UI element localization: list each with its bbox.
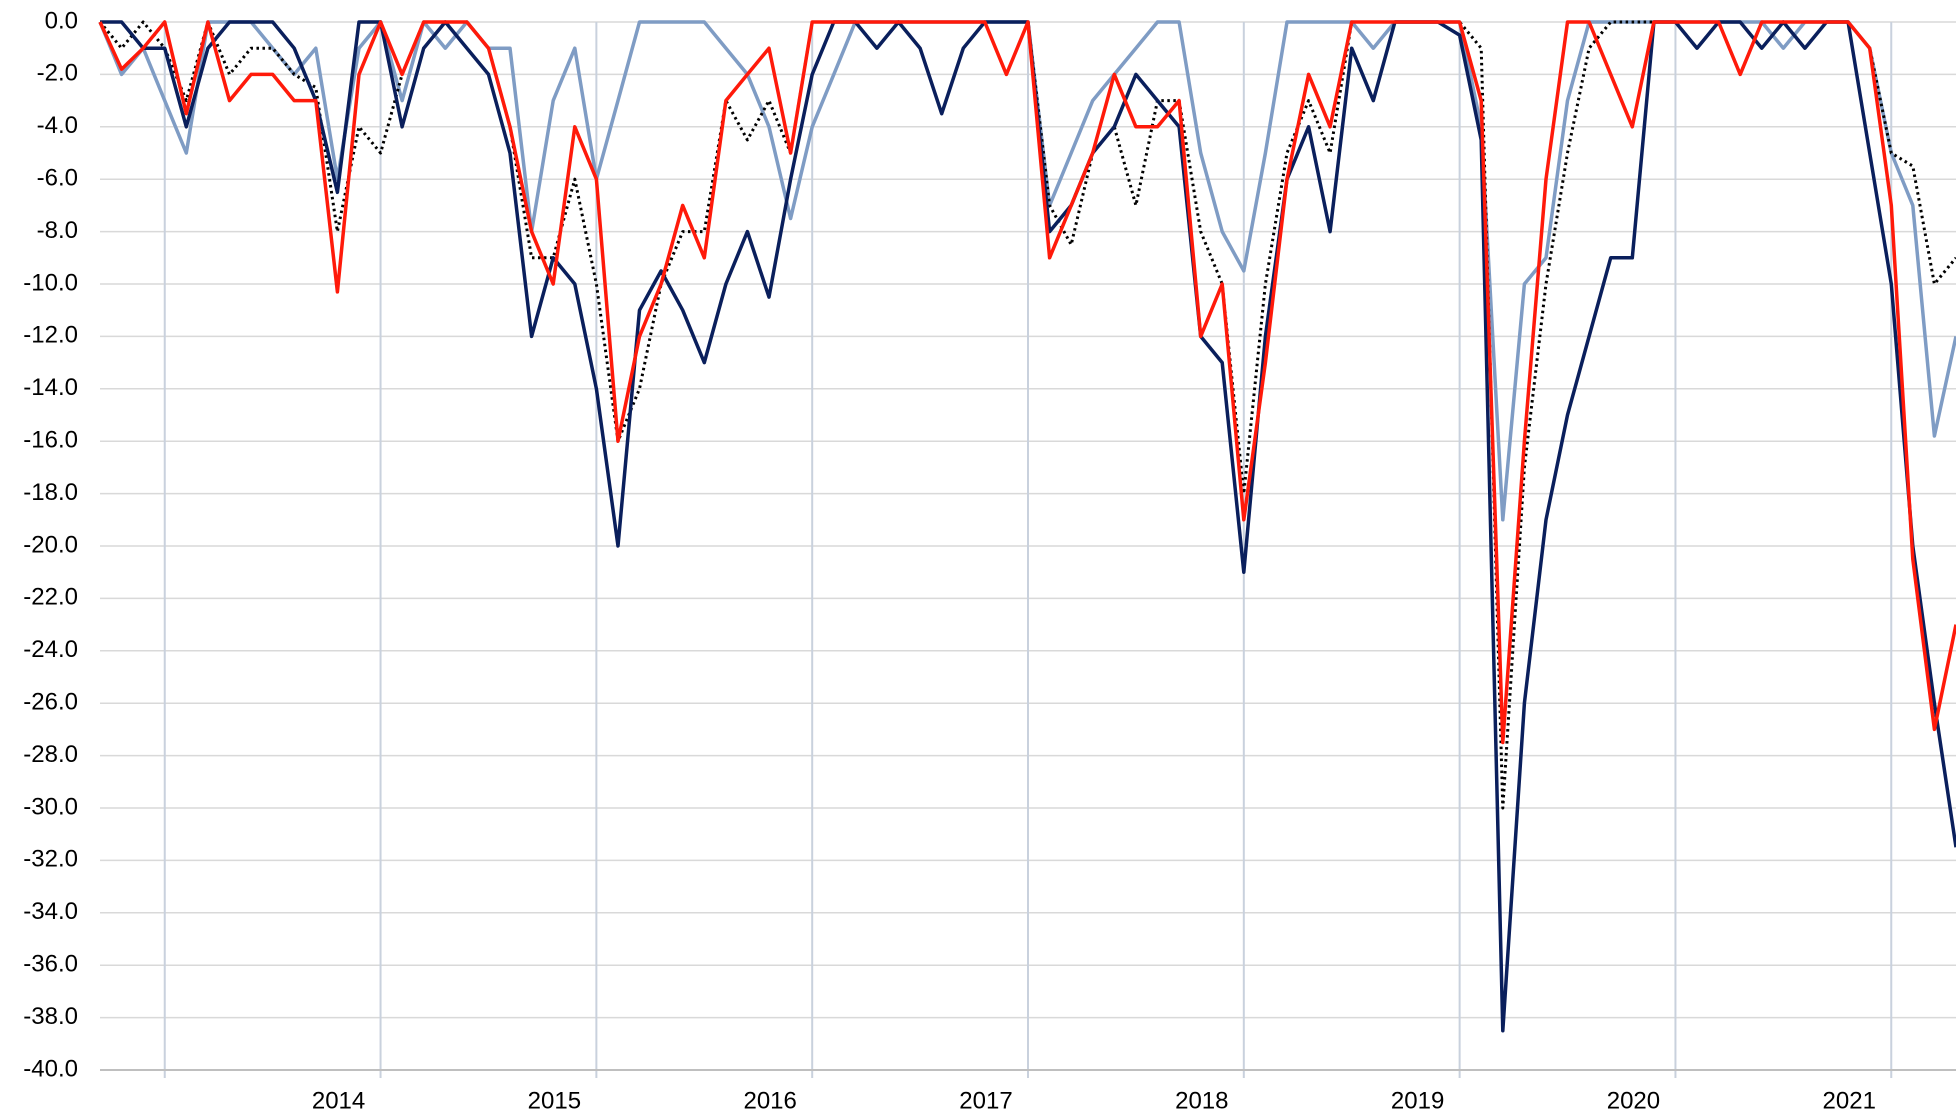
- series-line: [98, 20, 1956, 745]
- y-tick-label: -6.0: [37, 165, 78, 192]
- y-tick-label: -2.0: [37, 60, 78, 87]
- grid: [100, 21, 1956, 1078]
- y-tick-label: -38.0: [23, 1003, 78, 1030]
- y-tick-label: -18.0: [23, 479, 78, 506]
- x-tick-label: 2014: [312, 1087, 365, 1114]
- x-tick-label: 2020: [1607, 1087, 1660, 1114]
- x-tick-label: 2021: [1823, 1087, 1876, 1114]
- x-tick-label: 2017: [959, 1087, 1012, 1114]
- y-tick-label: -22.0: [23, 584, 78, 611]
- labels: 0.0 -2.0 -4.0 -6.0 -8.0 -10.0 -12.0 -14.0 -16.0 -…: [23, 7, 1876, 1114]
- y-tick-label: -16.0: [23, 427, 78, 454]
- x-tick-label: 2019: [1391, 1087, 1444, 1114]
- y-tick-label: -28.0: [23, 741, 78, 768]
- x-tick-label: 2018: [1175, 1087, 1228, 1114]
- y-tick-label: -26.0: [23, 689, 78, 716]
- y-tick-label: -4.0: [37, 112, 78, 139]
- y-tick-label: -14.0: [23, 374, 78, 401]
- x-tick-label: 2015: [528, 1087, 581, 1114]
- y-tick-label: -36.0: [23, 951, 78, 978]
- y-tick-label: -34.0: [23, 898, 78, 925]
- lines: [98, 20, 1956, 1033]
- y-tick-label: -8.0: [37, 217, 78, 244]
- y-tick-label: -20.0: [23, 531, 78, 558]
- y-tick-label: -10.0: [23, 269, 78, 296]
- y-tick-label: -30.0: [23, 793, 78, 820]
- x-tick-label: 2016: [743, 1087, 796, 1114]
- y-tick-label: -32.0: [23, 846, 78, 873]
- y-tick-label: 0.0: [45, 7, 78, 34]
- y-tick-label: -24.0: [23, 636, 78, 663]
- y-tick-label: -12.0: [23, 322, 78, 349]
- y-tick-label: -40.0: [23, 1055, 78, 1082]
